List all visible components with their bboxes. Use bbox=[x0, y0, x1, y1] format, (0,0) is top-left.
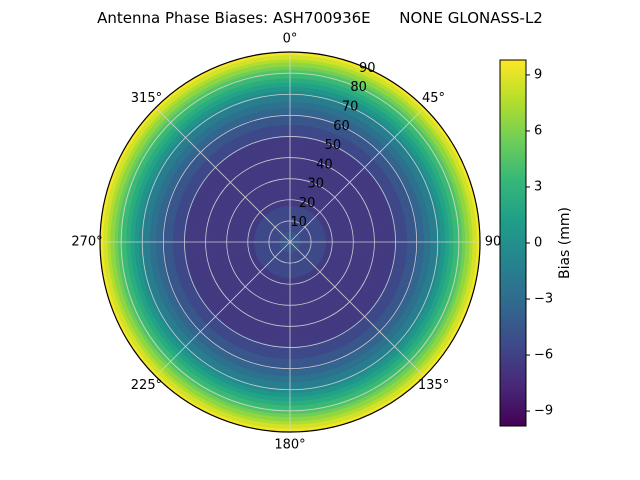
radial-tick-label: 20 bbox=[299, 196, 316, 211]
colorbar-tick-label: −6 bbox=[534, 348, 553, 363]
radial-tick-label: 80 bbox=[350, 80, 367, 95]
chart-title: Antenna Phase Biases: ASH700936E NONE GL… bbox=[97, 9, 543, 27]
colorbar-axis-label: Bias (mm) bbox=[557, 207, 573, 279]
radial-tick-label: 50 bbox=[325, 138, 342, 153]
angular-tick-label: 0° bbox=[283, 32, 298, 47]
angular-tick-label: 45° bbox=[422, 91, 445, 106]
colorbar-tick-label: −9 bbox=[534, 404, 553, 419]
angular-tick-label: 90 bbox=[485, 235, 502, 250]
angular-gridline bbox=[289, 107, 425, 243]
radial-tick-label: 90 bbox=[359, 61, 376, 76]
angular-gridline bbox=[155, 107, 291, 243]
polar-grid bbox=[100, 52, 480, 432]
angular-tick-label: 225° bbox=[131, 378, 162, 393]
colorbar-tick-label: 0 bbox=[534, 236, 542, 251]
radial-tick-label: 40 bbox=[316, 157, 333, 172]
angular-tick-label: 135° bbox=[418, 378, 449, 393]
angular-tick-label: 315° bbox=[131, 91, 162, 106]
colorbar bbox=[499, 59, 527, 427]
angular-gridline bbox=[289, 241, 425, 377]
colorbar-tick-label: 9 bbox=[534, 67, 542, 82]
colorbar-tick-label: 6 bbox=[534, 123, 542, 138]
polar-outline bbox=[99, 51, 481, 433]
colorbar-tick-label: 3 bbox=[534, 179, 542, 194]
angular-tick-label: 180° bbox=[274, 438, 305, 453]
radial-tick-label: 10 bbox=[290, 215, 307, 230]
radial-tick-label: 30 bbox=[307, 177, 324, 192]
angular-tick-label: 270° bbox=[71, 235, 102, 250]
colorbar-tick-label: −3 bbox=[534, 292, 553, 307]
radial-tick-label: 70 bbox=[342, 99, 359, 114]
angular-gridline bbox=[155, 241, 291, 377]
radial-tick-label: 60 bbox=[333, 119, 350, 134]
